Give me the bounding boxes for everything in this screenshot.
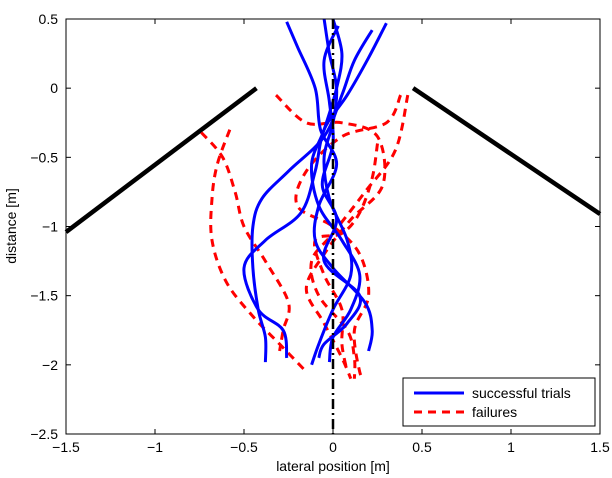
failure-trajectory-6 bbox=[274, 93, 387, 380]
ticks-layer: −1.5 −1 −0.5 0 0.5 1 1.5 0.5 0 −0.5 −1 −1.5 −2 −2.5 bbox=[30, 11, 610, 455]
x-tick-label: −1.5 bbox=[52, 439, 80, 455]
x-axis-label: lateral position [m] bbox=[276, 458, 390, 474]
y-tick-label: −1 bbox=[42, 219, 58, 235]
success-trajectory-5 bbox=[317, 25, 363, 359]
failure-trajectory-8 bbox=[309, 94, 410, 379]
plot-frame bbox=[65, 18, 601, 435]
x-tick-label: 0.5 bbox=[412, 439, 432, 455]
y-tick-label: −1.5 bbox=[30, 288, 58, 304]
y-tick-label: −0.5 bbox=[30, 149, 58, 165]
wall-right bbox=[411, 86, 602, 216]
data-layer bbox=[64, 18, 602, 434]
legend-label-successful: successful trials bbox=[472, 385, 571, 401]
wall-left bbox=[64, 86, 258, 234]
x-tick-label: 0 bbox=[329, 439, 337, 455]
x-tick-label: −0.5 bbox=[230, 439, 258, 455]
x-tick-label: −1 bbox=[147, 439, 163, 455]
failure-trajectory-10 bbox=[200, 131, 291, 352]
y-axis-label: distance [m] bbox=[3, 188, 19, 263]
success-trajectory-3 bbox=[242, 22, 388, 359]
success-trajectory-2 bbox=[250, 29, 374, 363]
failure-trajectory-7 bbox=[294, 94, 402, 380]
legend: successful trials failures bbox=[402, 377, 596, 427]
success-trajectory-4 bbox=[285, 21, 374, 352]
legend-box bbox=[402, 377, 596, 427]
y-tick-label: 0 bbox=[50, 80, 58, 96]
x-tick-label: 1.5 bbox=[590, 439, 610, 455]
y-tick-label: 0.5 bbox=[39, 11, 59, 27]
success-trajectory-0 bbox=[310, 18, 354, 366]
x-tick-label: 1 bbox=[507, 439, 515, 455]
y-tick-label: −2 bbox=[42, 357, 58, 373]
legend-label-failures: failures bbox=[472, 404, 517, 420]
y-tick-label: −2.5 bbox=[30, 426, 58, 442]
